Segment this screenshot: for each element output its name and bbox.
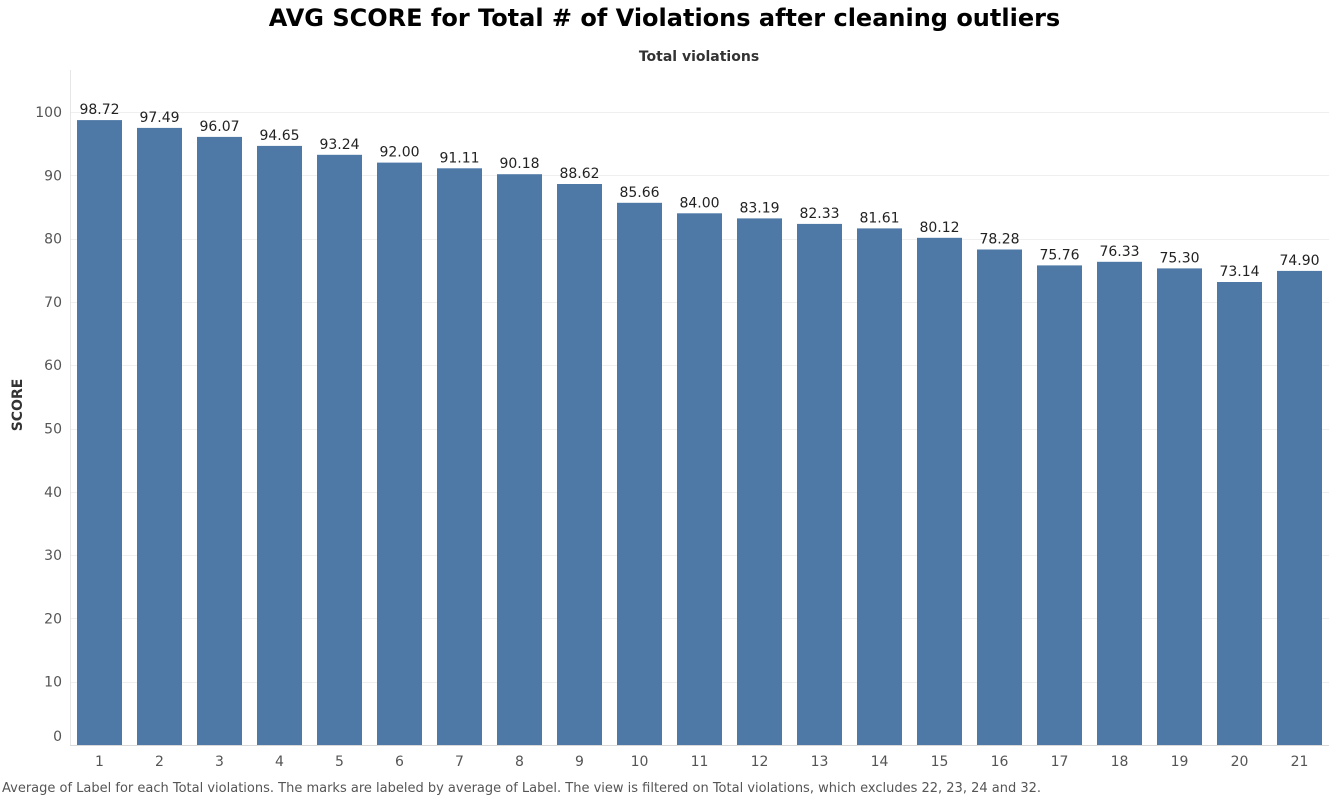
x-tick-labels: 1 2 3 4 5 6 7 8 9 10 11 12 13 14 15 16 17 18 19 20 21: [95, 754, 1308, 770]
data-label-3: 96.07: [199, 119, 239, 135]
bar-16[interactable]: [977, 249, 1022, 746]
x-tick-label-4: 4: [275, 754, 284, 770]
bar-11[interactable]: [677, 213, 722, 746]
y-tick-label-30: 30: [44, 548, 62, 564]
y-tick-label-70: 70: [44, 295, 62, 311]
x-tick-label-19: 19: [1171, 754, 1189, 770]
data-label-9: 88.62: [559, 166, 599, 182]
x-tick-label-14: 14: [871, 754, 889, 770]
y-tick-label-60: 60: [44, 358, 62, 374]
data-label-6: 92.00: [379, 145, 419, 161]
data-label-20: 73.14: [1219, 264, 1259, 280]
data-label-16: 78.28: [979, 232, 1019, 248]
y-tick-labels: 0 10 20 30 40 50 60 70 80 90 100: [35, 105, 62, 745]
x-tick-label-9: 9: [575, 754, 584, 770]
bar-19[interactable]: [1157, 268, 1202, 745]
bar-1[interactable]: [77, 120, 122, 746]
bar-6[interactable]: [377, 162, 422, 746]
data-labels: 98.72 97.49 96.07 94.65 93.24 92.00 91.11 90.18…: [79, 102, 1319, 280]
bars: [77, 120, 1322, 746]
bar-3[interactable]: [197, 136, 242, 745]
x-tick-label-16: 16: [991, 754, 1009, 770]
x-tick-label-11: 11: [691, 754, 709, 770]
y-tick-label-100: 100: [35, 105, 62, 121]
chart-caption: Average of Label for each Total violatio…: [2, 781, 1042, 796]
bar-8[interactable]: [497, 174, 542, 745]
data-label-10: 85.66: [619, 185, 659, 201]
axes: [70, 70, 1329, 746]
data-label-5: 93.24: [319, 137, 359, 153]
bar-2[interactable]: [137, 127, 182, 745]
data-label-12: 83.19: [739, 200, 779, 216]
bar-14[interactable]: [857, 228, 902, 745]
data-label-7: 91.11: [439, 150, 479, 166]
data-label-13: 82.33: [799, 206, 839, 222]
x-tick-label-12: 12: [751, 754, 769, 770]
x-tick-label-18: 18: [1111, 754, 1129, 770]
x-tick-label-2: 2: [155, 754, 164, 770]
x-tick-label-8: 8: [515, 754, 524, 770]
x-tick-label-21: 21: [1291, 754, 1309, 770]
y-tick-label-0: 0: [53, 729, 62, 745]
bar-20[interactable]: [1217, 282, 1262, 745]
bar-chart: 98.72 97.49 96.07 94.65 93.24 92.00 91.11 90.18…: [10, 49, 1329, 770]
bar-13[interactable]: [797, 223, 842, 745]
x-tick-label-20: 20: [1231, 754, 1249, 770]
data-label-4: 94.65: [259, 128, 299, 144]
y-axis-title: SCORE: [10, 379, 26, 432]
bar-4[interactable]: [257, 145, 302, 745]
x-tick-label-1: 1: [95, 754, 104, 770]
y-tick-label-50: 50: [44, 422, 62, 438]
data-label-18: 76.33: [1099, 244, 1139, 260]
y-tick-label-80: 80: [44, 232, 62, 248]
x-tick-label-7: 7: [455, 754, 464, 770]
bar-21[interactable]: [1277, 270, 1322, 745]
x-tick-label-6: 6: [395, 754, 404, 770]
bar-15[interactable]: [917, 237, 962, 746]
bar-7[interactable]: [437, 168, 482, 746]
bar-17[interactable]: [1037, 265, 1082, 745]
data-label-1: 98.72: [79, 102, 119, 118]
x-tick-label-13: 13: [811, 754, 829, 770]
chart-title: AVG SCORE for Total # of Violations afte…: [268, 4, 1061, 32]
x-tick-label-10: 10: [631, 754, 649, 770]
data-label-19: 75.30: [1159, 250, 1199, 266]
bar-5[interactable]: [317, 154, 362, 746]
data-label-14: 81.61: [859, 210, 899, 226]
x-tick-label-5: 5: [335, 754, 344, 770]
data-label-15: 80.12: [919, 220, 959, 236]
bar-12[interactable]: [737, 218, 782, 745]
data-label-2: 97.49: [139, 110, 179, 126]
y-tick-label-90: 90: [44, 168, 62, 184]
data-label-21: 74.90: [1279, 253, 1319, 269]
bar-18[interactable]: [1097, 261, 1142, 745]
data-label-8: 90.18: [499, 156, 539, 172]
y-tick-label-10: 10: [44, 675, 62, 691]
x-axis-title: Total violations: [639, 49, 759, 65]
x-tick-label-3: 3: [215, 754, 224, 770]
y-tick-label-40: 40: [44, 485, 62, 501]
bar-9[interactable]: [557, 184, 602, 745]
bar-10[interactable]: [617, 202, 662, 746]
data-label-11: 84.00: [679, 195, 719, 211]
x-tick-label-15: 15: [931, 754, 949, 770]
x-tick-label-17: 17: [1051, 754, 1069, 770]
data-label-17: 75.76: [1039, 247, 1079, 263]
y-tick-label-20: 20: [44, 611, 62, 627]
